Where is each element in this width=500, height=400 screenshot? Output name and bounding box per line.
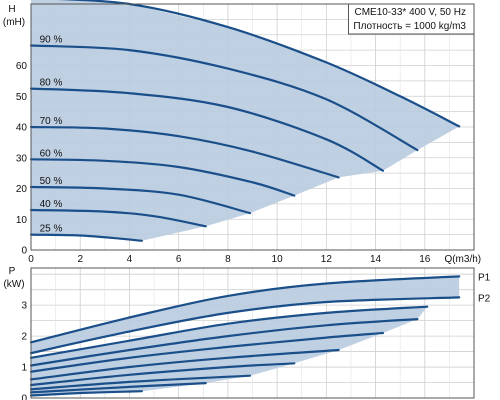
info-box xyxy=(347,3,475,35)
series-line-P-0 xyxy=(29,275,461,344)
y-tick-label: 30 xyxy=(16,153,28,164)
x-tick-label: 10 xyxy=(272,254,284,265)
speed-label: 70 % xyxy=(40,116,63,127)
y-tick-label: 2 xyxy=(21,332,27,343)
operating-area-lower xyxy=(31,306,428,396)
y-tick-label: 20 xyxy=(16,184,28,195)
series-line-H-7 xyxy=(29,233,143,242)
series-line-H-5 xyxy=(29,185,252,215)
speed-label: 80 % xyxy=(40,78,63,89)
series-line-H-2 xyxy=(29,87,384,172)
series-line-P-6 xyxy=(29,362,296,387)
speed-label: 40 % xyxy=(40,199,63,210)
series-label-P2: P2 xyxy=(478,293,491,304)
series-line-P-7 xyxy=(29,374,252,391)
operating-area xyxy=(31,276,460,396)
info-model: CME10-3 xyxy=(354,7,397,18)
plot-frame xyxy=(30,3,475,251)
series-line-H-4 xyxy=(29,158,296,197)
series-line-H-1 xyxy=(29,44,419,152)
x-tick-label: 2 xyxy=(77,254,83,265)
x-tick-label: 12 xyxy=(321,254,333,265)
series-line-H-6 xyxy=(29,208,207,228)
x-axis-label: Q(m3/h) xyxy=(444,254,481,265)
y-tick-label: 60 xyxy=(16,61,28,72)
speed-label: 90 % xyxy=(40,35,63,46)
series-line-P-4 xyxy=(29,331,384,373)
y-tick-label: 1 xyxy=(21,363,27,374)
y-axis-unit: (kW) xyxy=(3,279,24,290)
y-axis-unit: (mH) xyxy=(3,17,25,28)
y-tick-label: 50 xyxy=(16,92,28,103)
series-line-P-1 xyxy=(29,296,461,355)
x-tick-label: 0 xyxy=(28,254,34,265)
info-density: Плотность = 1000 kg/m3 xyxy=(353,21,466,32)
series-line-P-9 xyxy=(29,390,143,397)
speed-label: 60 % xyxy=(40,148,63,159)
info-supply: 3* 400 V, 50 Hz xyxy=(397,7,466,18)
x-tick-label: 8 xyxy=(225,254,231,265)
speed-label: 25 % xyxy=(40,224,63,235)
series-label-P1: P1 xyxy=(478,272,491,283)
y-tick-label: 0 xyxy=(21,246,27,257)
x-tick-label: 6 xyxy=(176,254,182,265)
series-line-H-3 xyxy=(29,125,340,179)
speed-label: 50 % xyxy=(40,176,63,187)
x-tick-label: 16 xyxy=(419,254,431,265)
y-axis-label: H xyxy=(8,4,15,15)
y-axis-label: P xyxy=(9,266,16,277)
series-line-P-5 xyxy=(29,348,340,381)
x-tick-label: 4 xyxy=(127,254,133,265)
y-tick-label: 10 xyxy=(16,215,28,226)
series-line-P-3 xyxy=(29,318,419,367)
y-tick-label: 40 xyxy=(16,123,28,134)
series-line-H-0 xyxy=(58,0,461,128)
plot-frame xyxy=(30,267,475,399)
y-tick-label: 0 xyxy=(21,394,27,400)
series-line-P-8 xyxy=(29,382,207,394)
y-tick-label: 3 xyxy=(21,301,27,312)
x-tick-label: 14 xyxy=(370,254,382,265)
operating-area xyxy=(31,0,460,241)
series-line-P-2 xyxy=(29,305,429,359)
